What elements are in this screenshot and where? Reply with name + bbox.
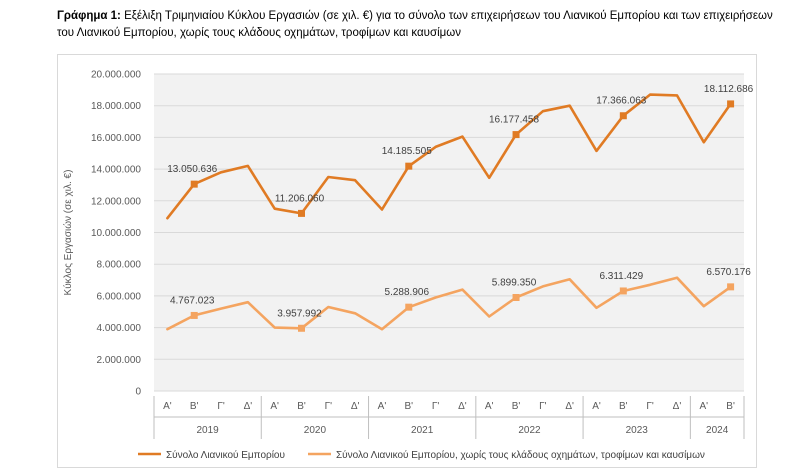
data-marker	[298, 324, 305, 332]
x-tick-label: Α'	[485, 401, 494, 412]
x-tick-label: Β'	[404, 401, 413, 412]
chart-caption: Γράφημα 1: Εξέλιξη Τριμηνιαίου Κύκλου Ερ…	[57, 8, 777, 42]
y-tick-label: 8.000.000	[97, 260, 142, 271]
x-group-label: 2023	[626, 425, 649, 436]
data-label: 3.957.992	[277, 308, 322, 319]
legend-label: Σύνολο Λιανικού Εμπορίου, χωρίς τους κλά…	[336, 449, 705, 461]
data-label: 11.206.060	[275, 193, 325, 204]
y-tick-label: 0	[135, 387, 141, 398]
y-tick-label: 12.000.000	[91, 196, 141, 207]
x-tick-label: Δ'	[673, 401, 682, 412]
x-group-label: 2019	[197, 425, 220, 436]
x-tick-label: Γ'	[539, 401, 547, 412]
data-marker	[512, 131, 520, 139]
y-tick-label: 6.000.000	[97, 291, 142, 302]
x-group-label: 2022	[518, 425, 541, 436]
x-tick-label: Α'	[378, 401, 387, 412]
data-label: 5.288.906	[385, 287, 430, 298]
x-tick-label: Α'	[270, 401, 279, 412]
y-tick-label: 2.000.000	[97, 355, 142, 366]
x-tick-label: Α'	[699, 401, 708, 412]
y-tick-label: 20.000.000	[91, 70, 141, 81]
data-marker	[190, 311, 198, 319]
data-label: 17.366.063	[596, 96, 646, 107]
y-tick-label: 14.000.000	[91, 165, 141, 176]
line-chart: 0 2.000.000 4.000.000 6.000.000 8.000.000 10.…	[62, 70, 754, 462]
x-group-label: 2024	[706, 425, 729, 436]
data-label: 5.899.350	[492, 277, 537, 288]
data-label: 16.177.458	[489, 115, 539, 126]
x-tick-label: Α'	[592, 401, 601, 412]
series-line-1	[166, 93, 732, 220]
data-label: 18.112.686	[704, 84, 754, 95]
x-group-label: 2020	[304, 425, 327, 436]
x-tick-label: Δ'	[458, 401, 467, 412]
x-tick-label: Δ'	[244, 401, 253, 412]
x-group-label: 2021	[411, 425, 434, 436]
data-marker	[727, 283, 735, 291]
x-tick-label: Δ'	[565, 401, 574, 412]
data-label: 6.311.429	[599, 271, 643, 282]
x-tick-label: Γ'	[325, 401, 333, 412]
x-tick-label: Β'	[619, 401, 628, 412]
x-tick-label: Β'	[512, 401, 521, 412]
x-tick-label: Β'	[726, 401, 735, 412]
series-line-2	[166, 276, 732, 331]
data-label: 4.767.023	[170, 295, 215, 306]
caption-prefix: Γράφημα 1:	[57, 10, 121, 22]
data-marker	[727, 100, 735, 108]
y-tick-label: 18.000.000	[91, 101, 141, 112]
y-axis-title: Κύκλος Εργασιών (σε χιλ. €)	[62, 170, 74, 296]
data-marker	[298, 209, 305, 217]
data-marker	[619, 112, 627, 120]
x-tick-label: Α'	[163, 401, 172, 412]
y-tick-label: 4.000.000	[97, 323, 142, 334]
x-tick-label: Β'	[297, 401, 306, 412]
x-tick-label: Γ'	[217, 401, 225, 412]
data-marker	[619, 287, 627, 295]
data-marker	[512, 293, 520, 301]
data-label: 13.050.636	[167, 164, 217, 175]
x-tick-label: Δ'	[351, 401, 360, 412]
data-marker	[190, 180, 198, 188]
y-tick-label: 10.000.000	[91, 228, 141, 239]
chart-frame: 0 2.000.000 4.000.000 6.000.000 8.000.000 10.…	[57, 54, 757, 468]
data-marker	[405, 303, 413, 311]
data-label: 14.185.505	[382, 146, 432, 157]
data-marker	[405, 162, 413, 170]
y-tick-label: 16.000.000	[91, 133, 141, 144]
x-tick-label: Γ'	[432, 401, 440, 412]
data-label: 6.570.176	[706, 267, 751, 278]
caption-text: Εξέλιξη Τριμηνιαίου Κύκλου Εργασιών (σε …	[57, 10, 773, 39]
x-tick-label: Γ'	[646, 401, 654, 412]
legend-label: Σύνολο Λιανικού Εμπορίου	[166, 449, 285, 461]
x-tick-label: Β'	[190, 401, 199, 412]
